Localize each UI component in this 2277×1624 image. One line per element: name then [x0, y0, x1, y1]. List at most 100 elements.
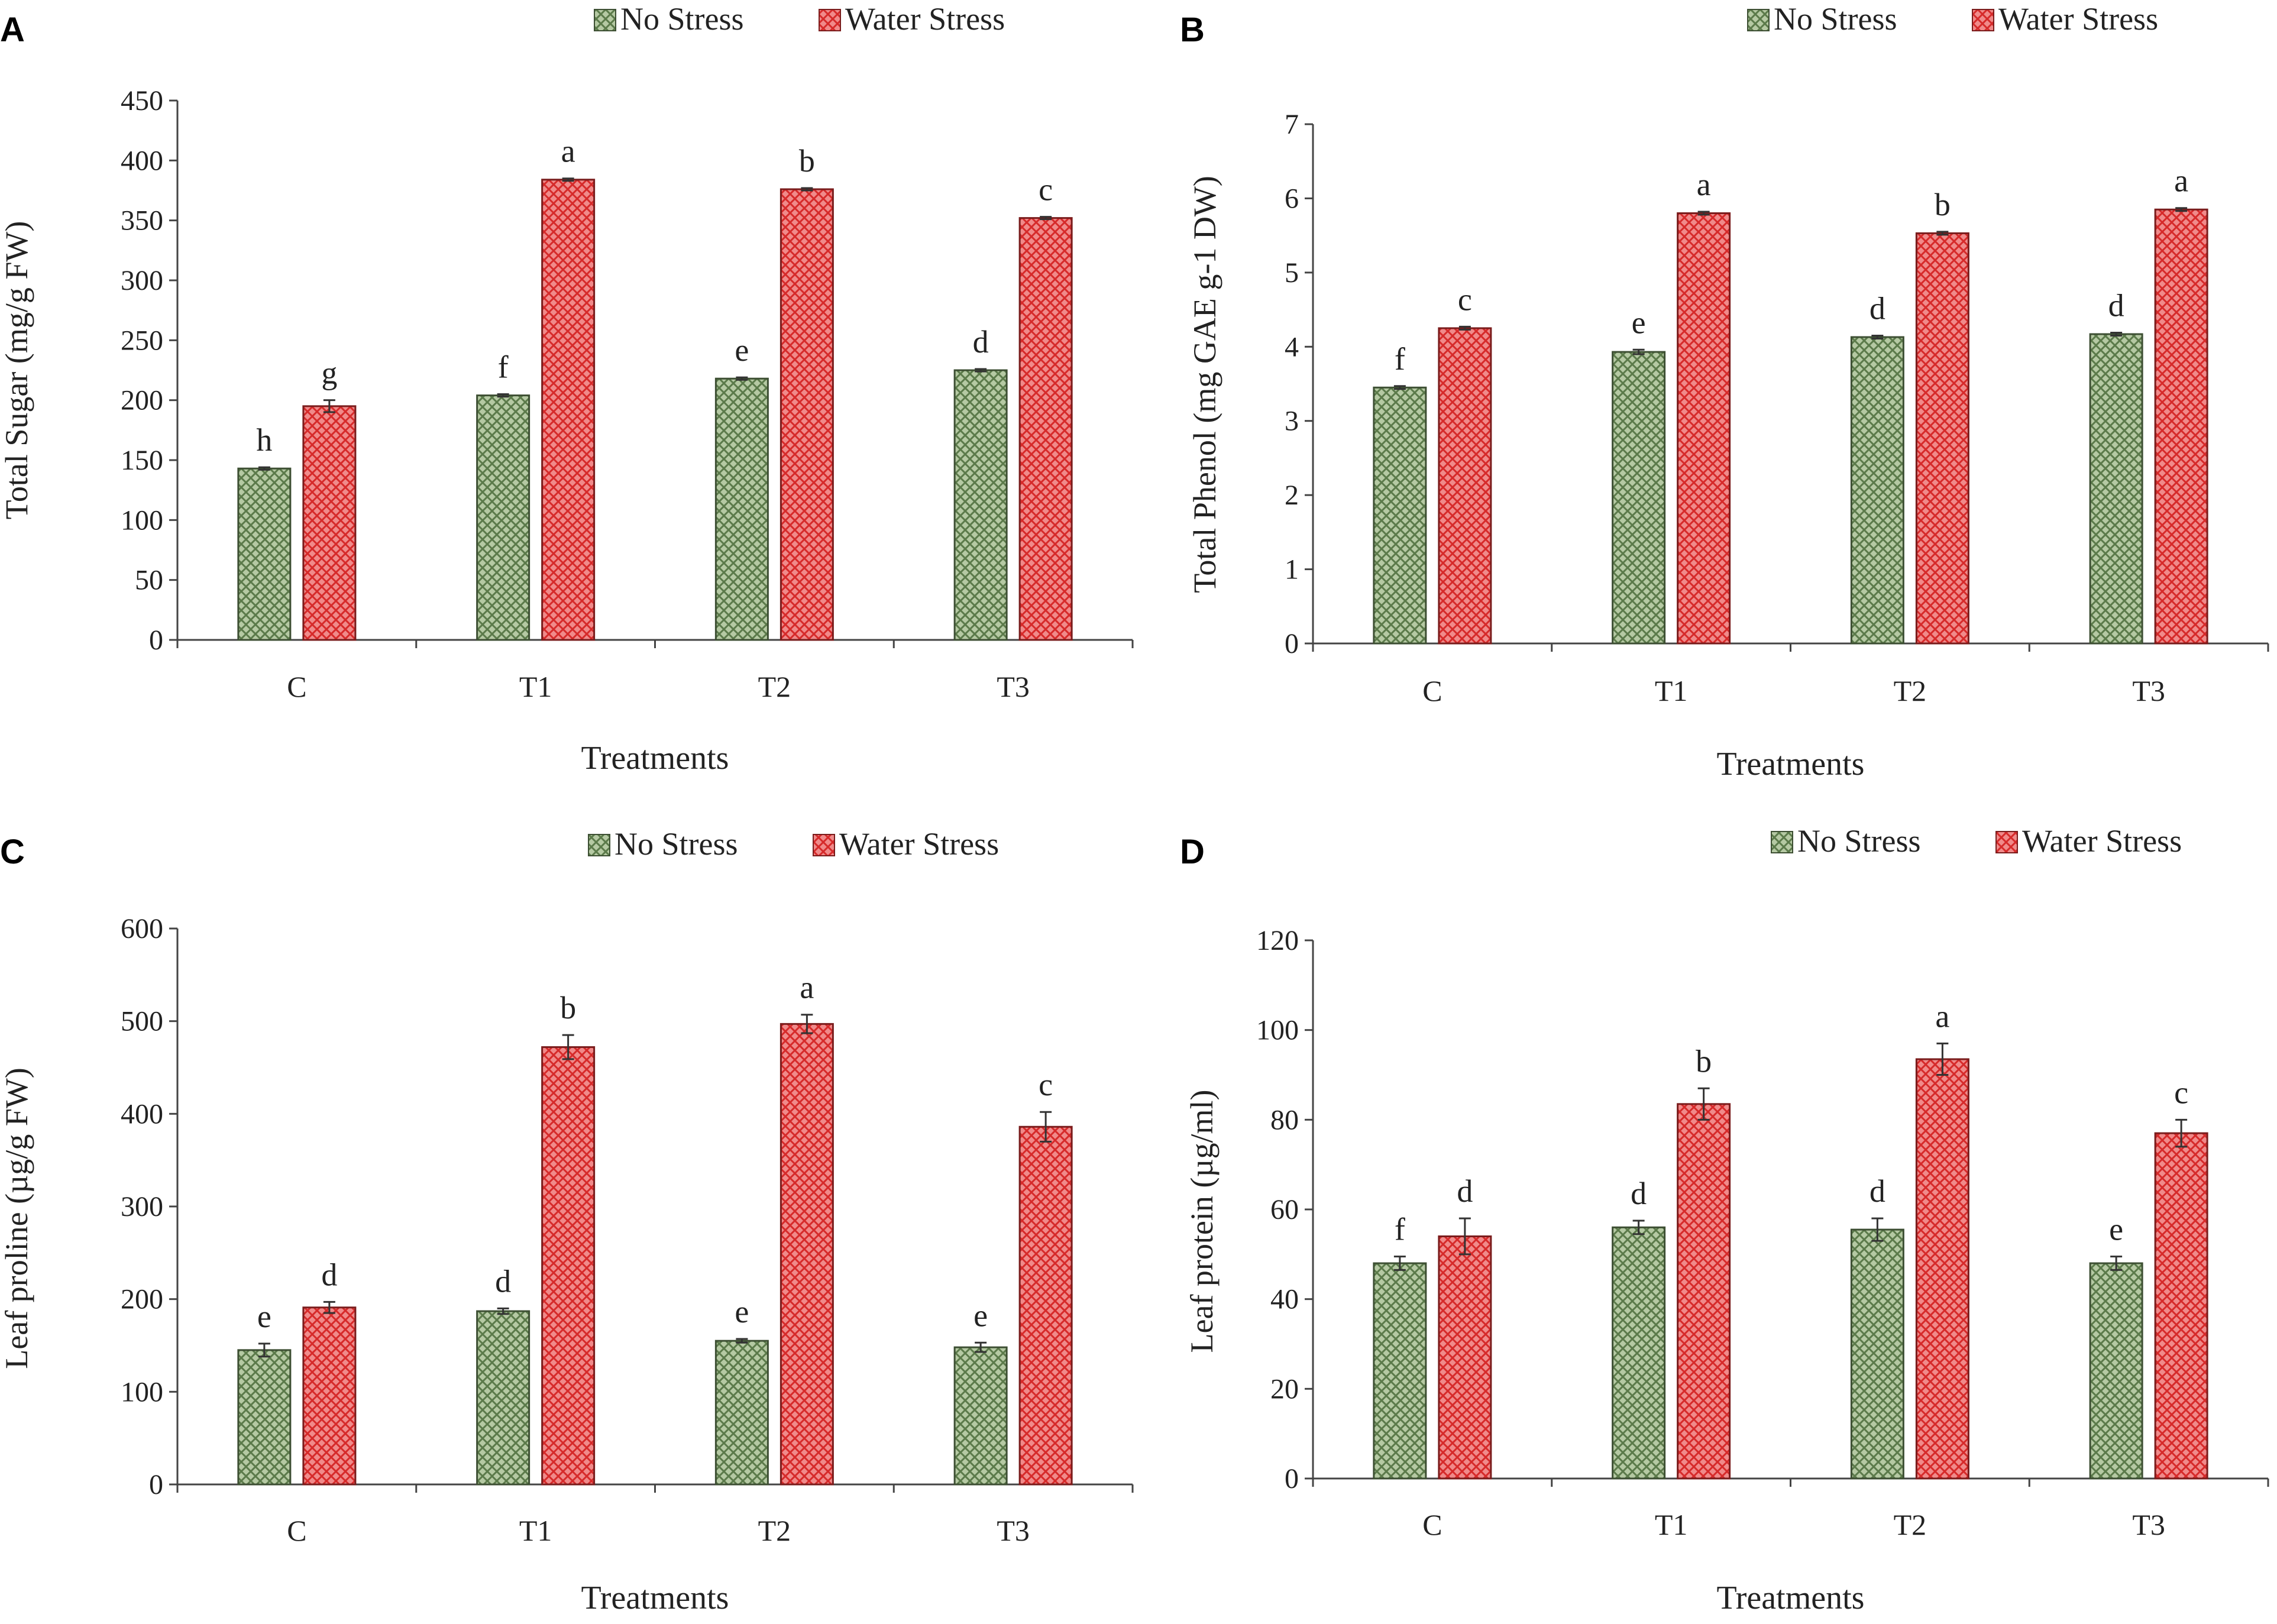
x-axis-title: Treatments [581, 1580, 729, 1616]
y-tick-label: 600 [121, 913, 163, 944]
bar-water-stress [302, 1306, 357, 1486]
x-tick-label: T2 [1894, 674, 1927, 707]
legend-swatch-water-stress [1995, 831, 2018, 853]
y-tick-label: 100 [121, 504, 163, 536]
significance-letter: f [498, 350, 509, 385]
significance-letter: d [1631, 1176, 1647, 1211]
y-tick-label: 60 [1270, 1194, 1299, 1225]
panel-letter: A [0, 11, 25, 49]
significance-letter: g [321, 355, 337, 391]
y-tick-label: 200 [121, 1284, 163, 1315]
bar-no-stress [237, 467, 292, 641]
bar-water-stress [780, 188, 834, 641]
x-tick-label: T1 [519, 1514, 552, 1547]
x-axis-title: Treatments [1717, 746, 1865, 782]
significance-letter: c [1458, 282, 1472, 317]
panel-letter: D [1180, 833, 1205, 871]
significance-letter: d [973, 324, 989, 360]
significance-letter: e [973, 1298, 988, 1333]
bar-no-stress [953, 1346, 1008, 1486]
y-tick-label: 0 [149, 1469, 163, 1500]
significance-letter: d [2108, 287, 2124, 323]
y-tick-label: 40 [1270, 1284, 1299, 1315]
significance-letter: e [735, 1294, 749, 1329]
significance-letter: a [1935, 998, 1949, 1034]
y-tick-label: 0 [1285, 628, 1299, 659]
bar-water-stress [1438, 1235, 1492, 1480]
significance-letter: c [1039, 1067, 1053, 1102]
x-tick-label: T3 [997, 1514, 1030, 1547]
y-tick-label: 3 [1285, 406, 1299, 437]
y-tick-label: 400 [121, 145, 163, 176]
significance-letter: d [1870, 290, 1885, 326]
x-tick-label: T3 [2132, 1508, 2165, 1541]
bar-water-stress [1018, 1125, 1073, 1486]
significance-letter: c [2174, 1075, 2188, 1110]
x-tick-label: T1 [519, 670, 552, 703]
chart-panel-c: C 0 100 200 300 400 500 600 Ce d T1 d b T2 e a T3 e c Treat… [0, 826, 1134, 1616]
significance-letter: a [800, 970, 814, 1005]
legend-swatch-water-stress [819, 9, 841, 31]
y-tick-label: 100 [121, 1376, 163, 1408]
y-axis-title: Leaf proline (µg/g FW) [0, 1067, 34, 1369]
legend-label: Water Stress [2022, 823, 2182, 859]
y-tick-label: 350 [121, 205, 163, 237]
significance-letter: b [799, 143, 815, 179]
bar-water-stress [1915, 232, 1969, 645]
x-tick-label: T1 [1655, 674, 1688, 707]
legend: No Stress Water Stress [1771, 823, 2182, 859]
bar-no-stress [2089, 333, 2143, 645]
y-tick-label: 1 [1285, 554, 1299, 585]
x-tick-label: T2 [1894, 1508, 1927, 1541]
significance-letter: b [1935, 187, 1951, 222]
legend: No Stress Water Stress [1747, 1, 2158, 37]
x-tick-label: T3 [2132, 674, 2165, 707]
y-tick-label: 0 [1285, 1463, 1299, 1494]
legend-swatch-water-stress [1972, 9, 1994, 31]
y-tick-label: 150 [121, 445, 163, 476]
x-tick-label: T1 [1655, 1508, 1688, 1541]
bar-water-stress [541, 179, 596, 641]
y-tick-label: 400 [121, 1098, 163, 1130]
legend-label: No Stress [614, 826, 738, 862]
bar-no-stress [2089, 1262, 2143, 1480]
bar-no-stress [714, 1340, 769, 1486]
significance-letter: d [1870, 1173, 1885, 1209]
y-tick-label: 300 [121, 1191, 163, 1222]
bar-no-stress [953, 369, 1008, 641]
y-tick-label: 5 [1285, 257, 1299, 289]
significance-letter: b [1696, 1043, 1712, 1079]
legend-swatch-no-stress [594, 9, 616, 31]
y-tick-label: 2 [1285, 480, 1299, 511]
bar-no-stress [1373, 386, 1427, 645]
bar-water-stress [1677, 212, 1731, 645]
x-axis-title: Treatments [1717, 1580, 1865, 1616]
significance-letter: f [1395, 1212, 1405, 1247]
bar-no-stress [1612, 351, 1666, 645]
bar-no-stress [1612, 1226, 1666, 1480]
y-tick-label: 250 [121, 325, 163, 356]
bar-water-stress [780, 1023, 834, 1486]
significance-letter: a [1697, 167, 1711, 202]
bar-water-stress [2154, 1132, 2208, 1480]
significance-letter: a [2174, 163, 2188, 199]
significance-letter: c [1039, 172, 1053, 208]
bar-no-stress [1850, 336, 1904, 645]
bar-no-stress [476, 394, 531, 641]
significance-letter: e [2109, 1212, 2123, 1247]
x-axis-title: Treatments [581, 740, 729, 777]
significance-letter: d [1457, 1173, 1473, 1209]
y-tick-label: 20 [1270, 1373, 1299, 1405]
y-tick-label: 120 [1256, 925, 1299, 956]
bar-water-stress [1018, 217, 1073, 641]
bar-water-stress [1915, 1058, 1969, 1480]
bar-no-stress [237, 1349, 292, 1486]
significance-letter: h [256, 422, 272, 458]
legend-label: No Stress [1797, 823, 1921, 859]
y-tick-label: 450 [121, 85, 163, 117]
y-axis-title: Total Sugar (mg/g FW) [0, 221, 34, 520]
legend-swatch-water-stress [813, 834, 835, 856]
legend-label: No Stress [1774, 1, 1897, 37]
